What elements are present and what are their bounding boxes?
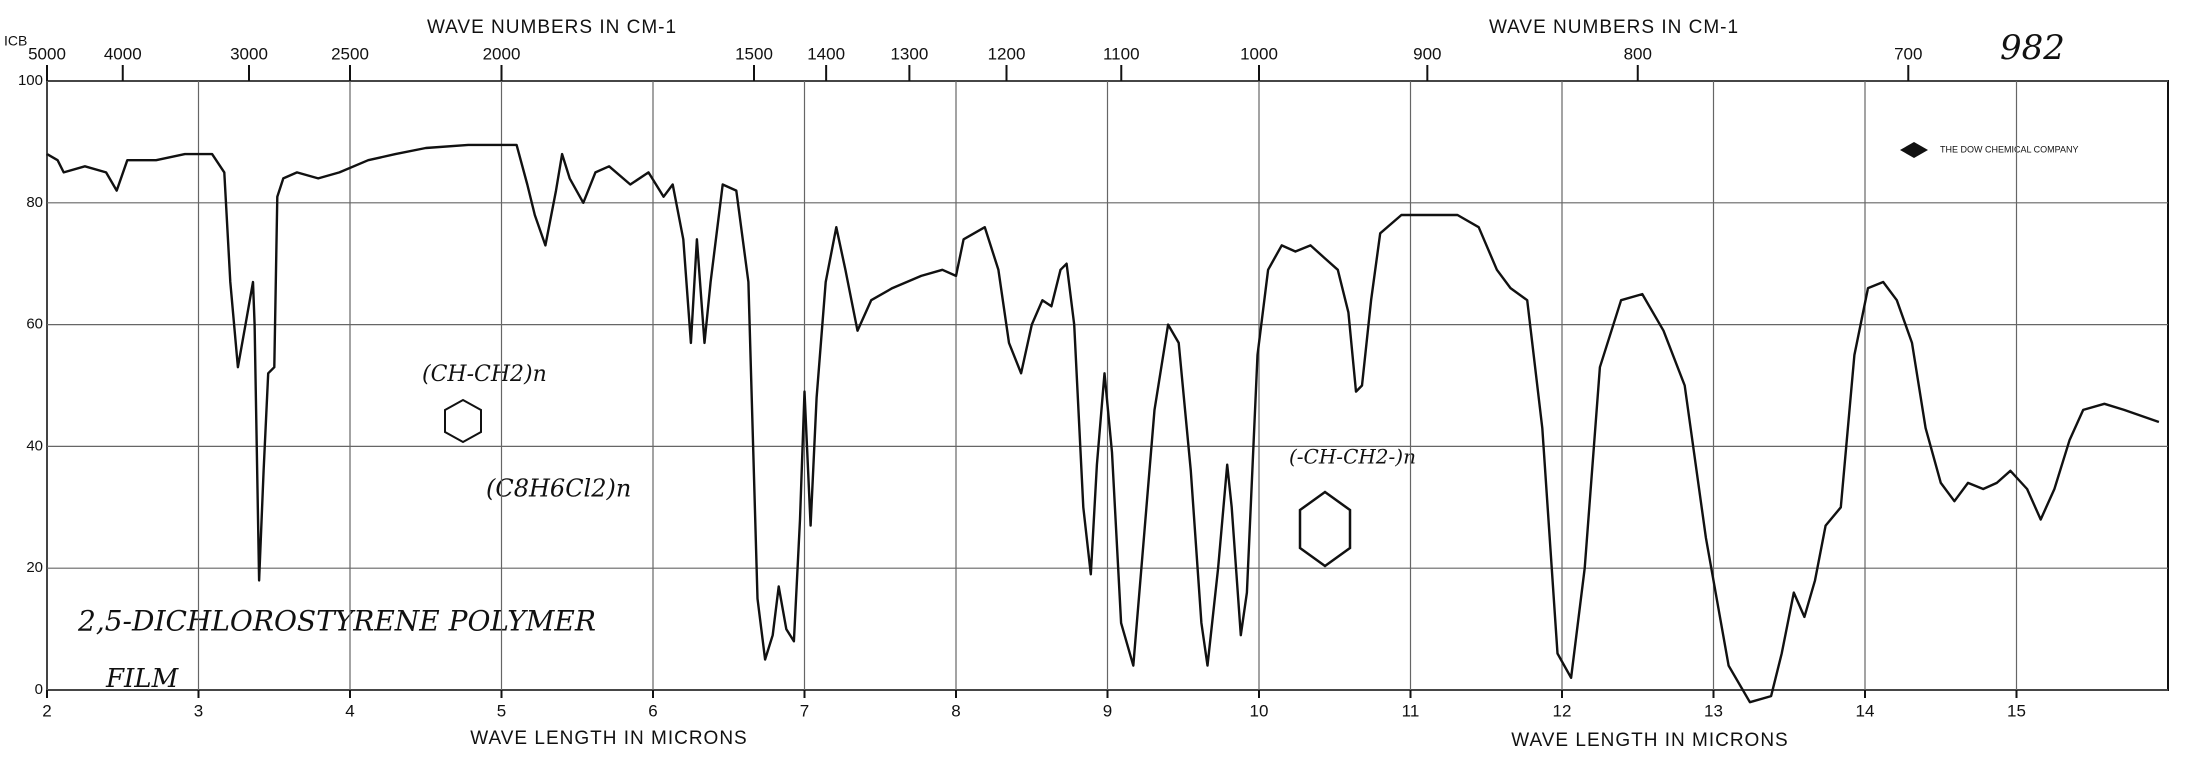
x2-tick-label: 4000: [104, 44, 142, 63]
x-tick-label: 9: [1103, 701, 1112, 720]
x2-tick-label: 1200: [988, 44, 1026, 63]
formula: (C8H6Cl2)n: [486, 475, 631, 503]
code-label: ICB: [4, 33, 27, 49]
x-tick-label: 6: [648, 701, 657, 720]
y-tick-label: 100: [18, 72, 43, 89]
x-tick-label: 13: [1704, 701, 1723, 720]
x2-tick-label: 1400: [807, 44, 845, 63]
company-label: THE DOW CHEMICAL COMPANY: [1940, 144, 2079, 154]
spectrum-number: 982: [2000, 28, 2065, 68]
y-tick-label: 80: [26, 194, 43, 211]
x2-tick-label: 5000: [28, 44, 66, 63]
x2-tick-label: 700: [1894, 44, 1922, 63]
spectrum-line: [46, 143, 2160, 704]
x2-tick-label: 3000: [230, 44, 268, 63]
x2-axis-title: WAVE NUMBERS IN CM-1: [1489, 17, 1739, 38]
x-tick-label: 4: [345, 701, 354, 720]
x2-tick-label: 1100: [1103, 44, 1140, 63]
y-tick-label: 20: [26, 559, 43, 576]
x2-tick-label: 800: [1624, 44, 1652, 63]
x-tick-label: 8: [951, 701, 960, 720]
y-tick-label: 40: [26, 437, 43, 454]
logo-diamond: [1900, 142, 1928, 158]
x-tick-label: 2: [42, 701, 51, 720]
y-tick-label: 0: [35, 681, 43, 698]
x-tick-label: 14: [1856, 701, 1875, 720]
x2-tick-label: 1300: [890, 44, 928, 63]
x-tick-label: 10: [1250, 701, 1269, 720]
x-axis-title: WAVE LENGTH IN MICRONS: [470, 728, 747, 749]
x-tick-label: 11: [1402, 701, 1420, 720]
x2-tick-label: 1000: [1240, 44, 1278, 63]
formula: (-CH-CH2-)n: [1289, 445, 1416, 469]
x-tick-label: 3: [194, 701, 203, 720]
benzene-ring: [1298, 490, 1352, 568]
x-tick-label: 15: [2007, 701, 2026, 720]
benzene-ring: [444, 398, 482, 444]
x-axis-title: WAVE LENGTH IN MICRONS: [1511, 730, 1788, 751]
x-tick-label: 7: [800, 701, 809, 720]
sample-name: 2,5-DICHLOROSTYRENE POLYMER: [77, 605, 596, 638]
formula: (CH-CH2)n: [422, 362, 547, 387]
x2-tick-label: 2500: [331, 44, 369, 63]
x-tick-label: 12: [1553, 701, 1572, 720]
x2-tick-label: 900: [1413, 44, 1441, 63]
x2-tick-label: 2000: [483, 44, 521, 63]
x-tick-label: 5: [497, 701, 506, 720]
x2-tick-label: 1500: [735, 44, 773, 63]
y-tick-label: 60: [26, 316, 43, 333]
x2-axis-title: WAVE NUMBERS IN CM-1: [427, 17, 677, 38]
